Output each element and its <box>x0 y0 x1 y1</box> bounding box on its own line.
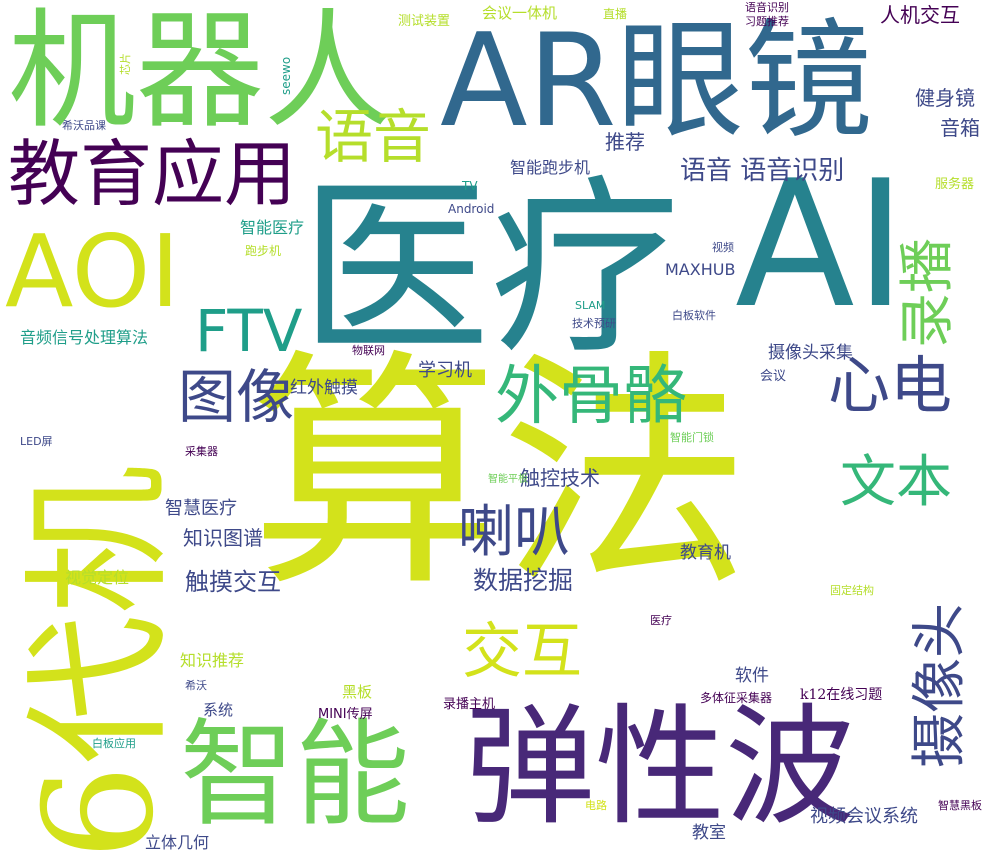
word-dianlu: 电路 <box>585 800 607 811</box>
word-xitong: 系统 <box>203 703 233 718</box>
word-shujuwajue: 数据挖掘 <box>473 568 573 593</box>
word-zhineng: 智能 <box>180 718 410 833</box>
word-zhihui-heiban: 智慧黑板 <box>938 800 982 811</box>
word-zhineng-yiliao: 智能医疗 <box>240 220 304 236</box>
word-heiban: 黑板 <box>342 685 372 700</box>
word-fuwuqi: 服务器 <box>935 178 974 191</box>
word-xinpian: 芯片 <box>120 53 131 75</box>
word-xiwo: 希沃 <box>185 680 207 691</box>
word-renji-jiaohu: 人机交互 <box>880 5 960 25</box>
word-yinxiang: 音箱 <box>940 118 980 138</box>
word-ftv: FTV <box>195 302 302 360</box>
word-led-ping: LED屏 <box>20 436 53 447</box>
word-paobuji: 跑步机 <box>245 245 281 257</box>
word-tv: TV <box>462 180 478 192</box>
word-mini-chuanping: MINI传屏 <box>318 708 373 721</box>
word-tanxingbo: 弹性波 <box>465 702 855 832</box>
word-jishu-yuyan: 技术预研 <box>572 318 616 329</box>
word-zhishi-tupu: 知识图谱 <box>183 528 263 548</box>
word-zhineng-mensuo: 智能门锁 <box>670 432 714 443</box>
word-zhibo: 直播 <box>603 8 627 20</box>
word-baiban-ruanjian: 白板软件 <box>672 310 716 321</box>
word-jiaohu: 交互 <box>462 622 582 682</box>
word-zhihui-yiliao: 智慧医疗 <box>165 500 237 518</box>
word-yuyin-shibie-small: 语音识别 <box>745 2 789 13</box>
word-jianshenjing: 健身镜 <box>915 88 975 108</box>
word-luobo: 录播 <box>900 238 955 348</box>
word-baiban-yingyong: 白板应用 <box>92 738 136 749</box>
word-luobo-zhuji: 录播主机 <box>443 698 495 711</box>
word-yinpin-xinhao: 音频信号处理算法 <box>20 330 148 346</box>
word-shipin-huiyi-xitong: 视频会议系统 <box>810 808 918 826</box>
word-xuexiji: 学习机 <box>418 362 472 380</box>
word-maxhub: MAXHUB <box>665 262 735 278</box>
word-tuxiang: 图像 <box>178 368 294 426</box>
word-yuyin-yuyinshibie: 语音 语音识别 <box>680 158 844 184</box>
word-jiaoyu-yingyong: 教育应用 <box>8 138 296 210</box>
word-shexiangtou: 摄像头 <box>912 603 967 768</box>
word-xindian: 心电 <box>828 355 952 417</box>
word-caijiqi: 采集器 <box>185 446 218 457</box>
word-yuyin-big: 语音 <box>315 108 431 166</box>
word-jiaoyuji: 教育机 <box>680 545 731 562</box>
word-chukong-jishu: 触控技术 <box>520 468 600 488</box>
word-huiyi-yitiji: 会议一体机 <box>482 6 557 21</box>
word-jiaoshi: 教室 <box>692 825 726 842</box>
word-k12: k12在线习题 <box>800 688 882 702</box>
word-wenben: 文本 <box>840 455 952 511</box>
word-ceshi-zhuangzhi: 测试装置 <box>398 15 450 28</box>
word-xiwo-pinke: 希沃品课 <box>62 120 106 131</box>
word-guding-jiegou: 固定结构 <box>830 585 874 596</box>
word-yiliao-small: 医疗 <box>650 615 672 626</box>
word-android: Android <box>448 203 494 215</box>
word-chumo-jiaohu: 触摸交互 <box>185 570 281 594</box>
word-seewo: seewo <box>280 57 292 95</box>
word-tuijian: 推荐 <box>605 132 645 152</box>
word-waiguge: 外骨骼 <box>495 365 687 429</box>
word-zhishi-tuijian: 知识推荐 <box>180 653 244 669</box>
word-zhineng-pingban: 智能平板 <box>488 475 528 485</box>
word-shijue-dingwei: 视觉定位 <box>65 570 129 586</box>
word-aoi: AOI <box>5 222 180 322</box>
word-slam: SLAM <box>575 300 605 311</box>
word-duotizheng: 多体征采集器 <box>700 692 772 704</box>
word-liti-jihe: 立体几何 <box>145 835 209 851</box>
word-hongwai-chumo: 红外触摸 <box>290 380 358 397</box>
word-xiti-tuijian: 习题推荐 <box>745 16 789 27</box>
word-ruanjian: 软件 <box>735 668 769 685</box>
word-laba: 喇叭 <box>458 505 570 561</box>
word-shipin: 视频 <box>712 242 734 253</box>
word-shexiangtou-caiji: 摄像头采集 <box>768 345 853 362</box>
word-wulianwang: 物联网 <box>352 345 385 356</box>
word-ar-yanjing-ar: AR眼镜 <box>440 18 873 146</box>
word-6daiji: 6代机 <box>25 465 175 860</box>
word-zhineng-paobuji: 智能跑步机 <box>510 160 590 176</box>
word-huiyi: 会议 <box>760 370 786 383</box>
